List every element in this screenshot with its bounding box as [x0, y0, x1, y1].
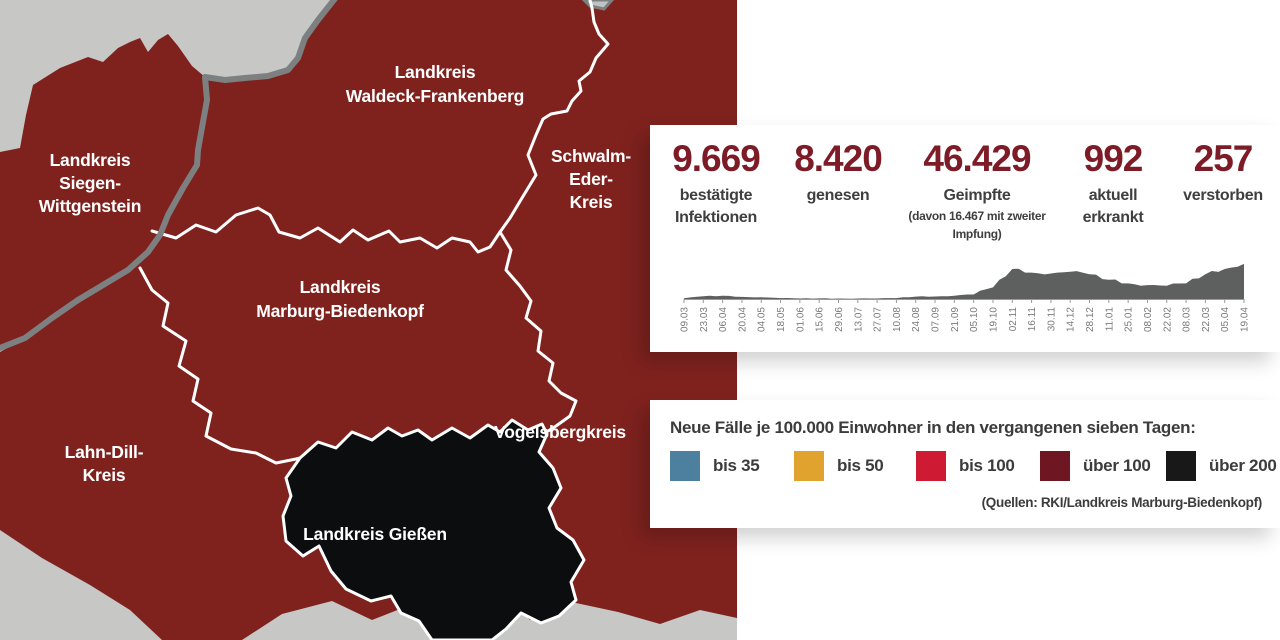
x-tick-label: 05.10	[969, 307, 980, 332]
label-siegen-wittgenstein-2: Siegen-	[59, 173, 121, 193]
stat-active-label-line1: aktuell	[1088, 187, 1138, 204]
state-border	[0, 0, 338, 351]
label-schwalm-eder-2: Eder-	[569, 169, 613, 189]
label-marburg-biedenkopf-2: Marburg-Biedenkopf	[256, 301, 424, 321]
stat-vaccinated-value: 46.429	[923, 138, 1031, 179]
x-tick-label: 22.03	[1201, 307, 1212, 332]
label-waldeck-frankenberg-2: Waldeck-Frankenberg	[346, 86, 524, 106]
stat-active-label: aktuell erkrankt	[1060, 185, 1166, 228]
stat-active-label-line2: erkrankt	[1082, 208, 1144, 226]
legend-label-bis35: bis 35	[713, 456, 760, 475]
stat-deceased-label: verstorben	[1166, 185, 1280, 207]
legend-label-ueber100: über 100	[1083, 456, 1151, 475]
stat-vaccinated-label-line1: Geimpfte	[943, 187, 1011, 204]
stat-recovered-value: 8.420	[794, 138, 883, 179]
x-tick-label: 22.02	[1162, 307, 1173, 332]
legend-swatch-bis50	[794, 451, 824, 481]
legend-item-bis100: bis 100	[916, 450, 1015, 482]
stat-active-value: 992	[1083, 138, 1144, 179]
x-tick-label: 27.07	[873, 307, 884, 332]
x-tick-label: 07.09	[931, 307, 942, 332]
timeline-area-chart: 09.03 23.03 06.04 20.04 04.05 18.05 01.06 15.06…	[680, 263, 1251, 332]
x-tick-label: 13.07	[853, 307, 864, 332]
legend-title: Neue Fälle je 100.000 Einwohner in den v…	[670, 418, 1196, 437]
x-tick-label: 01.06	[795, 307, 806, 332]
district-map: Landkreis Siegen- Wittgenstein Landkreis…	[0, 0, 737, 640]
legend-label-ueber200: über 200	[1209, 456, 1277, 475]
x-tick-label: 04.05	[757, 307, 768, 332]
region-giessen	[281, 418, 586, 640]
x-tick-label: 06.04	[718, 307, 729, 332]
legend-swatch-bis100	[916, 451, 946, 481]
stat-deceased-value: 257	[1193, 138, 1254, 179]
legend-panel: Neue Fälle je 100.000 Einwohner in den v…	[650, 400, 1280, 528]
label-vogelsberg: Vogelsbergkreis	[494, 422, 626, 442]
x-tick-label: 28.12	[1085, 307, 1096, 332]
x-tick-label: 05.04	[1220, 307, 1231, 332]
label-waldeck-frankenberg-1: Landkreis	[395, 62, 476, 82]
x-tick-label: 15.06	[815, 307, 826, 332]
legend-items: bis 35 bis 50 bis 100 über 100 über 200	[670, 450, 1277, 482]
district-borders	[138, 0, 610, 465]
label-schwalm-eder-3: Kreis	[570, 192, 613, 212]
stat-recovered: 8.420 genesen	[782, 139, 894, 243]
stat-vaccinated-label: Geimpfte	[894, 185, 1060, 207]
case-curve-area	[684, 263, 1244, 299]
x-tick-label: 23.03	[699, 307, 710, 332]
x-tick-label: 30.11	[1046, 307, 1057, 332]
legend-swatch-ueber100	[1040, 451, 1070, 481]
cases-timeline-chart: 09.03 23.03 06.04 20.04 04.05 18.05 01.06 15.06…	[678, 258, 1252, 350]
stat-recovered-label: genesen	[782, 185, 894, 207]
x-tick-label: 02.11	[1008, 307, 1019, 332]
stat-deceased: 257 verstorben	[1166, 139, 1280, 243]
x-tick-label: 11.01	[1104, 307, 1115, 332]
legend-label-bis50: bis 50	[837, 456, 884, 475]
stat-vaccinated-sublabel: (davon 16.467 mit zweiter Impfung)	[908, 208, 1046, 241]
stat-deceased-label-line1: verstorben	[1183, 187, 1263, 204]
x-tick-label: 08.02	[1143, 307, 1154, 332]
legend-swatch-ueber200	[1166, 451, 1196, 481]
x-tick-label: 24.08	[911, 307, 922, 332]
x-tick-label: 19.10	[988, 307, 999, 332]
stat-confirmed-label-line2: Infektionen	[674, 208, 758, 226]
stat-confirmed: 9.669 bestätigte Infektionen	[650, 139, 782, 243]
label-giessen: Landkreis Gießen	[303, 524, 447, 544]
stat-confirmed-label: bestätigte Infektionen	[650, 185, 782, 228]
x-tick-label: 20.04	[737, 307, 748, 332]
x-tick-label: 14.12	[1066, 307, 1077, 332]
stat-confirmed-label-line1: bestätigte	[679, 187, 753, 204]
legend-item-ueber200: über 200	[1166, 450, 1277, 482]
x-tick-label: 19.04	[1240, 307, 1251, 332]
x-tick-label: 08.03	[1182, 307, 1193, 332]
stat-active: 992 aktuell erkrankt	[1060, 139, 1166, 243]
stats-row: 9.669 bestätigte Infektionen 8.420 genes…	[650, 125, 1280, 243]
legend-swatch-bis35	[670, 451, 700, 481]
x-tick-label: 16.11	[1027, 307, 1038, 332]
x-tick-label: 09.03	[680, 307, 691, 332]
label-lahn-dill-1: Lahn-Dill-	[65, 442, 144, 462]
legend-item-bis35: bis 35	[670, 450, 760, 482]
label-schwalm-eder-1: Schwalm-	[551, 146, 631, 166]
label-siegen-wittgenstein-3: Wittgenstein	[39, 196, 141, 216]
stat-confirmed-value: 9.669	[672, 138, 761, 179]
legend-item-ueber100: über 100	[1040, 450, 1151, 482]
x-tick-label: 25.01	[1124, 307, 1135, 332]
x-tick-label: 21.09	[950, 307, 961, 332]
label-lahn-dill-2: Kreis	[83, 465, 126, 485]
region-siegen-wittgenstein	[0, 34, 207, 348]
x-tick-label: 18.05	[776, 307, 787, 332]
x-tick-label: 29.06	[834, 307, 845, 332]
legend-source: (Quellen: RKI/Landkreis Marburg-Biedenko…	[981, 495, 1263, 510]
label-marburg-biedenkopf-1: Landkreis	[300, 277, 381, 297]
stat-vaccinated: 46.429 Geimpfte (davon 16.467 mit zweite…	[894, 139, 1060, 243]
legend-label-bis100: bis 100	[959, 456, 1015, 475]
label-siegen-wittgenstein-1: Landkreis	[50, 150, 131, 170]
x-tick-label: 10.08	[892, 307, 903, 332]
stat-recovered-label-line1: genesen	[806, 187, 870, 204]
stats-panel: 9.669 bestätigte Infektionen 8.420 genes…	[650, 125, 1280, 352]
legend-item-bis50: bis 50	[794, 450, 884, 482]
